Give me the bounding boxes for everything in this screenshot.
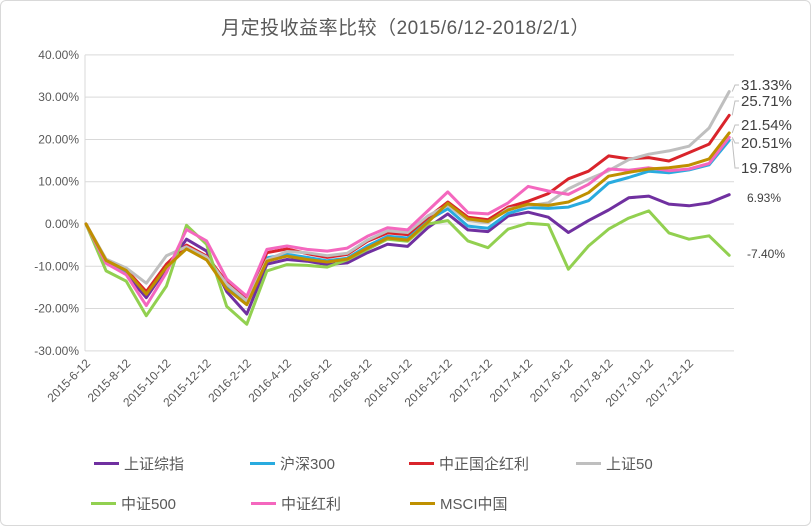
y-axis-tick-label: 20.00%	[38, 132, 79, 146]
series-line-MSCI中国	[84, 131, 731, 307]
y-axis-tick-label: 30.00%	[38, 90, 79, 104]
y-axis-tick-label: -30.00%	[34, 344, 79, 358]
legend-swatch	[251, 501, 276, 505]
data-label-leader-line	[731, 140, 739, 169]
y-axis-tick-label: 10.00%	[38, 175, 79, 189]
legend-label: 中证红利	[281, 495, 342, 513]
end-data-label: 31.33%	[741, 77, 792, 94]
data-label-leader-line	[731, 124, 739, 134]
chart-title: 月定投收益率比较（2015/6/12-2018/2/1）	[221, 18, 590, 39]
legend-swatch	[410, 501, 435, 505]
legend-item-中证500: 中证500	[91, 493, 176, 513]
legend-label: 沪深300	[280, 455, 336, 473]
y-axis-tick-label: 40.00%	[38, 48, 79, 62]
series-line-上证综指	[84, 193, 731, 316]
series-line-中证红利	[84, 135, 731, 308]
y-axis-tick-label: 0.00%	[45, 217, 79, 231]
series-line-上证50	[84, 90, 731, 303]
legend-label: MSCI中国	[440, 495, 508, 513]
legend-label: 中证500	[121, 495, 177, 513]
end-data-label: 25.71%	[741, 93, 792, 110]
end-data-label: 20.51%	[741, 135, 792, 152]
end-data-label: 21.54%	[741, 117, 792, 134]
y-axis-tick-label: -20.00%	[34, 302, 79, 316]
end-data-label: 19.78%	[741, 160, 792, 177]
data-label-leader-line	[731, 84, 739, 92]
legend-item-上证综指: 上证综指	[94, 453, 184, 473]
y-axis-tick-label: -10.00%	[34, 259, 79, 273]
data-label-leader-line	[731, 100, 739, 116]
series-line-中正国企红利	[84, 113, 731, 301]
legend-label: 上证50	[606, 455, 653, 473]
legend-swatch	[576, 461, 601, 465]
legend-swatch	[250, 461, 275, 465]
legend-label: 中正国企红利	[439, 455, 530, 473]
legend-swatch	[94, 461, 119, 465]
legend-item-沪深300: 沪深300	[250, 453, 335, 473]
legend-item-MSCI中国: MSCI中国	[410, 493, 508, 513]
legend-label: 上证综指	[124, 455, 185, 473]
legend-item-中证红利: 中证红利	[251, 493, 341, 513]
legend-item-上证50: 上证50	[576, 453, 653, 473]
legend-swatch	[409, 461, 434, 465]
data-label-leader-line	[731, 137, 739, 144]
end-data-label: 6.93%	[747, 191, 781, 205]
legend-item-中正国企红利: 中正国企红利	[409, 453, 529, 473]
legend-swatch	[91, 501, 116, 505]
series-line-沪深300	[84, 138, 731, 304]
end-data-label: -7.40%	[747, 247, 785, 261]
